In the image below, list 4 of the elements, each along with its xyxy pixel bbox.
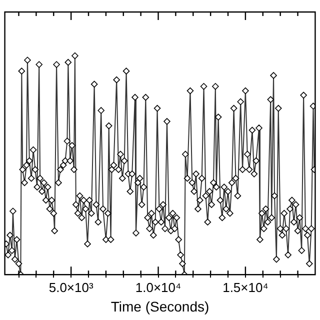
x-tick-label: 1.5×10⁴ (222, 280, 268, 295)
x-tick-label: 1.0×10⁴ (135, 280, 182, 295)
x-axis-title: Time (Seconds) (110, 298, 210, 314)
x-tick-label: 5.0×10³ (48, 280, 94, 295)
